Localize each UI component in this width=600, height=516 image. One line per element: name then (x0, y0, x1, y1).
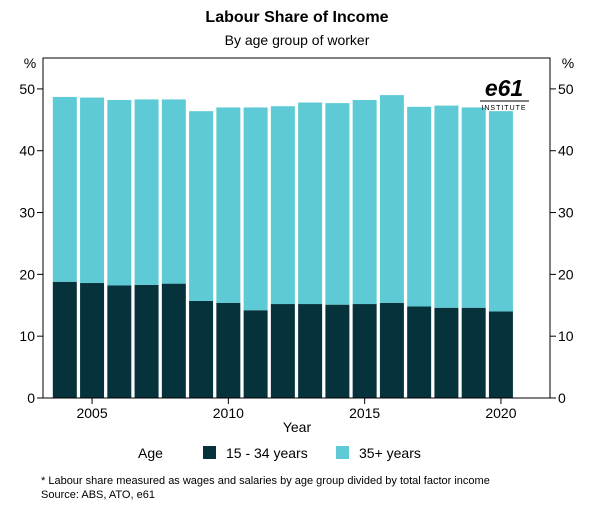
y-tick-label-left: 50 (19, 81, 35, 97)
y-tick-label-right: 30 (558, 205, 574, 221)
bar-35-plus-2018 (434, 105, 459, 308)
bar-35-plus-2005 (80, 97, 105, 284)
y-axis-right-unit: % (562, 55, 574, 71)
x-tick-label: 2020 (485, 405, 516, 421)
bar-35-plus-2012 (270, 106, 295, 305)
bar-15-34-2015 (352, 304, 377, 398)
bar-35-plus-2011 (243, 107, 268, 311)
y-tick-label-right: 40 (558, 143, 574, 159)
bar-15-34-2020 (488, 311, 513, 398)
x-tick-label: 2015 (349, 405, 380, 421)
bar-35-plus-2020 (488, 111, 513, 312)
bar-15-34-2018 (434, 307, 459, 398)
y-tick-label-right: 0 (558, 390, 566, 406)
bar-35-plus-2009 (189, 111, 214, 301)
chart-subtitle: By age group of worker (225, 32, 370, 48)
legend: Age 15 - 34 years 35+ years (138, 445, 421, 461)
y-tick-label-right: 10 (558, 328, 574, 344)
bar-15-34-2011 (243, 310, 268, 398)
bar-35-plus-2017 (407, 106, 432, 307)
bar-15-34-2019 (461, 307, 486, 398)
legend-swatch-35-plus (336, 446, 349, 459)
y-tick-label-left: 40 (19, 143, 35, 159)
legend-title: Age (138, 445, 163, 461)
logo: e61 INSTITUTE (480, 75, 529, 112)
legend-label-35-plus: 35+ years (359, 445, 421, 461)
y-axis-left-unit: % (24, 55, 36, 71)
bar-15-34-2006 (107, 285, 132, 398)
bar-35-plus-2007 (134, 99, 159, 285)
bar-35-plus-2008 (161, 99, 186, 284)
legend-swatch-15-34 (203, 446, 216, 459)
source-note: Source: ABS, ATO, e61 (41, 489, 155, 501)
y-tick-label-left: 10 (19, 328, 35, 344)
bar-35-plus-2014 (325, 103, 350, 305)
legend-label-15-34: 15 - 34 years (226, 445, 308, 461)
bar-group (52, 95, 513, 398)
bar-35-plus-2016 (379, 95, 404, 303)
x-tick-label: 2005 (76, 405, 107, 421)
bar-15-34-2016 (379, 302, 404, 398)
bar-15-34-2013 (298, 304, 323, 398)
logo-subtext: INSTITUTE (481, 105, 526, 112)
bar-35-plus-2015 (352, 100, 377, 305)
bar-15-34-2009 (189, 300, 214, 398)
bar-15-34-2004 (52, 281, 77, 398)
chart-title: Labour Share of Income (205, 9, 388, 26)
bar-15-34-2005 (80, 283, 105, 398)
y-tick-label-left: 0 (27, 390, 35, 406)
bar-35-plus-2004 (52, 96, 77, 282)
footnote: * Labour share measured as wages and sal… (41, 475, 490, 487)
bar-15-34-2007 (134, 284, 159, 398)
bar-15-34-2008 (161, 283, 186, 398)
y-tick-label-right: 50 (558, 81, 574, 97)
logo-mark: e61 (485, 75, 523, 101)
y-tick-label-left: 30 (19, 205, 35, 221)
bar-15-34-2010 (216, 302, 241, 398)
bar-15-34-2017 (407, 306, 432, 398)
bar-15-34-2014 (325, 304, 350, 398)
bar-15-34-2012 (270, 304, 295, 398)
bar-35-plus-2006 (107, 100, 132, 286)
plot-frame (42, 57, 551, 399)
bar-35-plus-2013 (298, 102, 323, 305)
bar-35-plus-2010 (216, 107, 241, 303)
x-tick-label: 2010 (213, 405, 244, 421)
x-axis-title: Year (283, 419, 312, 435)
bar-35-plus-2019 (461, 107, 486, 308)
y-tick-label-left: 20 (19, 266, 35, 282)
y-tick-label-right: 20 (558, 266, 574, 282)
